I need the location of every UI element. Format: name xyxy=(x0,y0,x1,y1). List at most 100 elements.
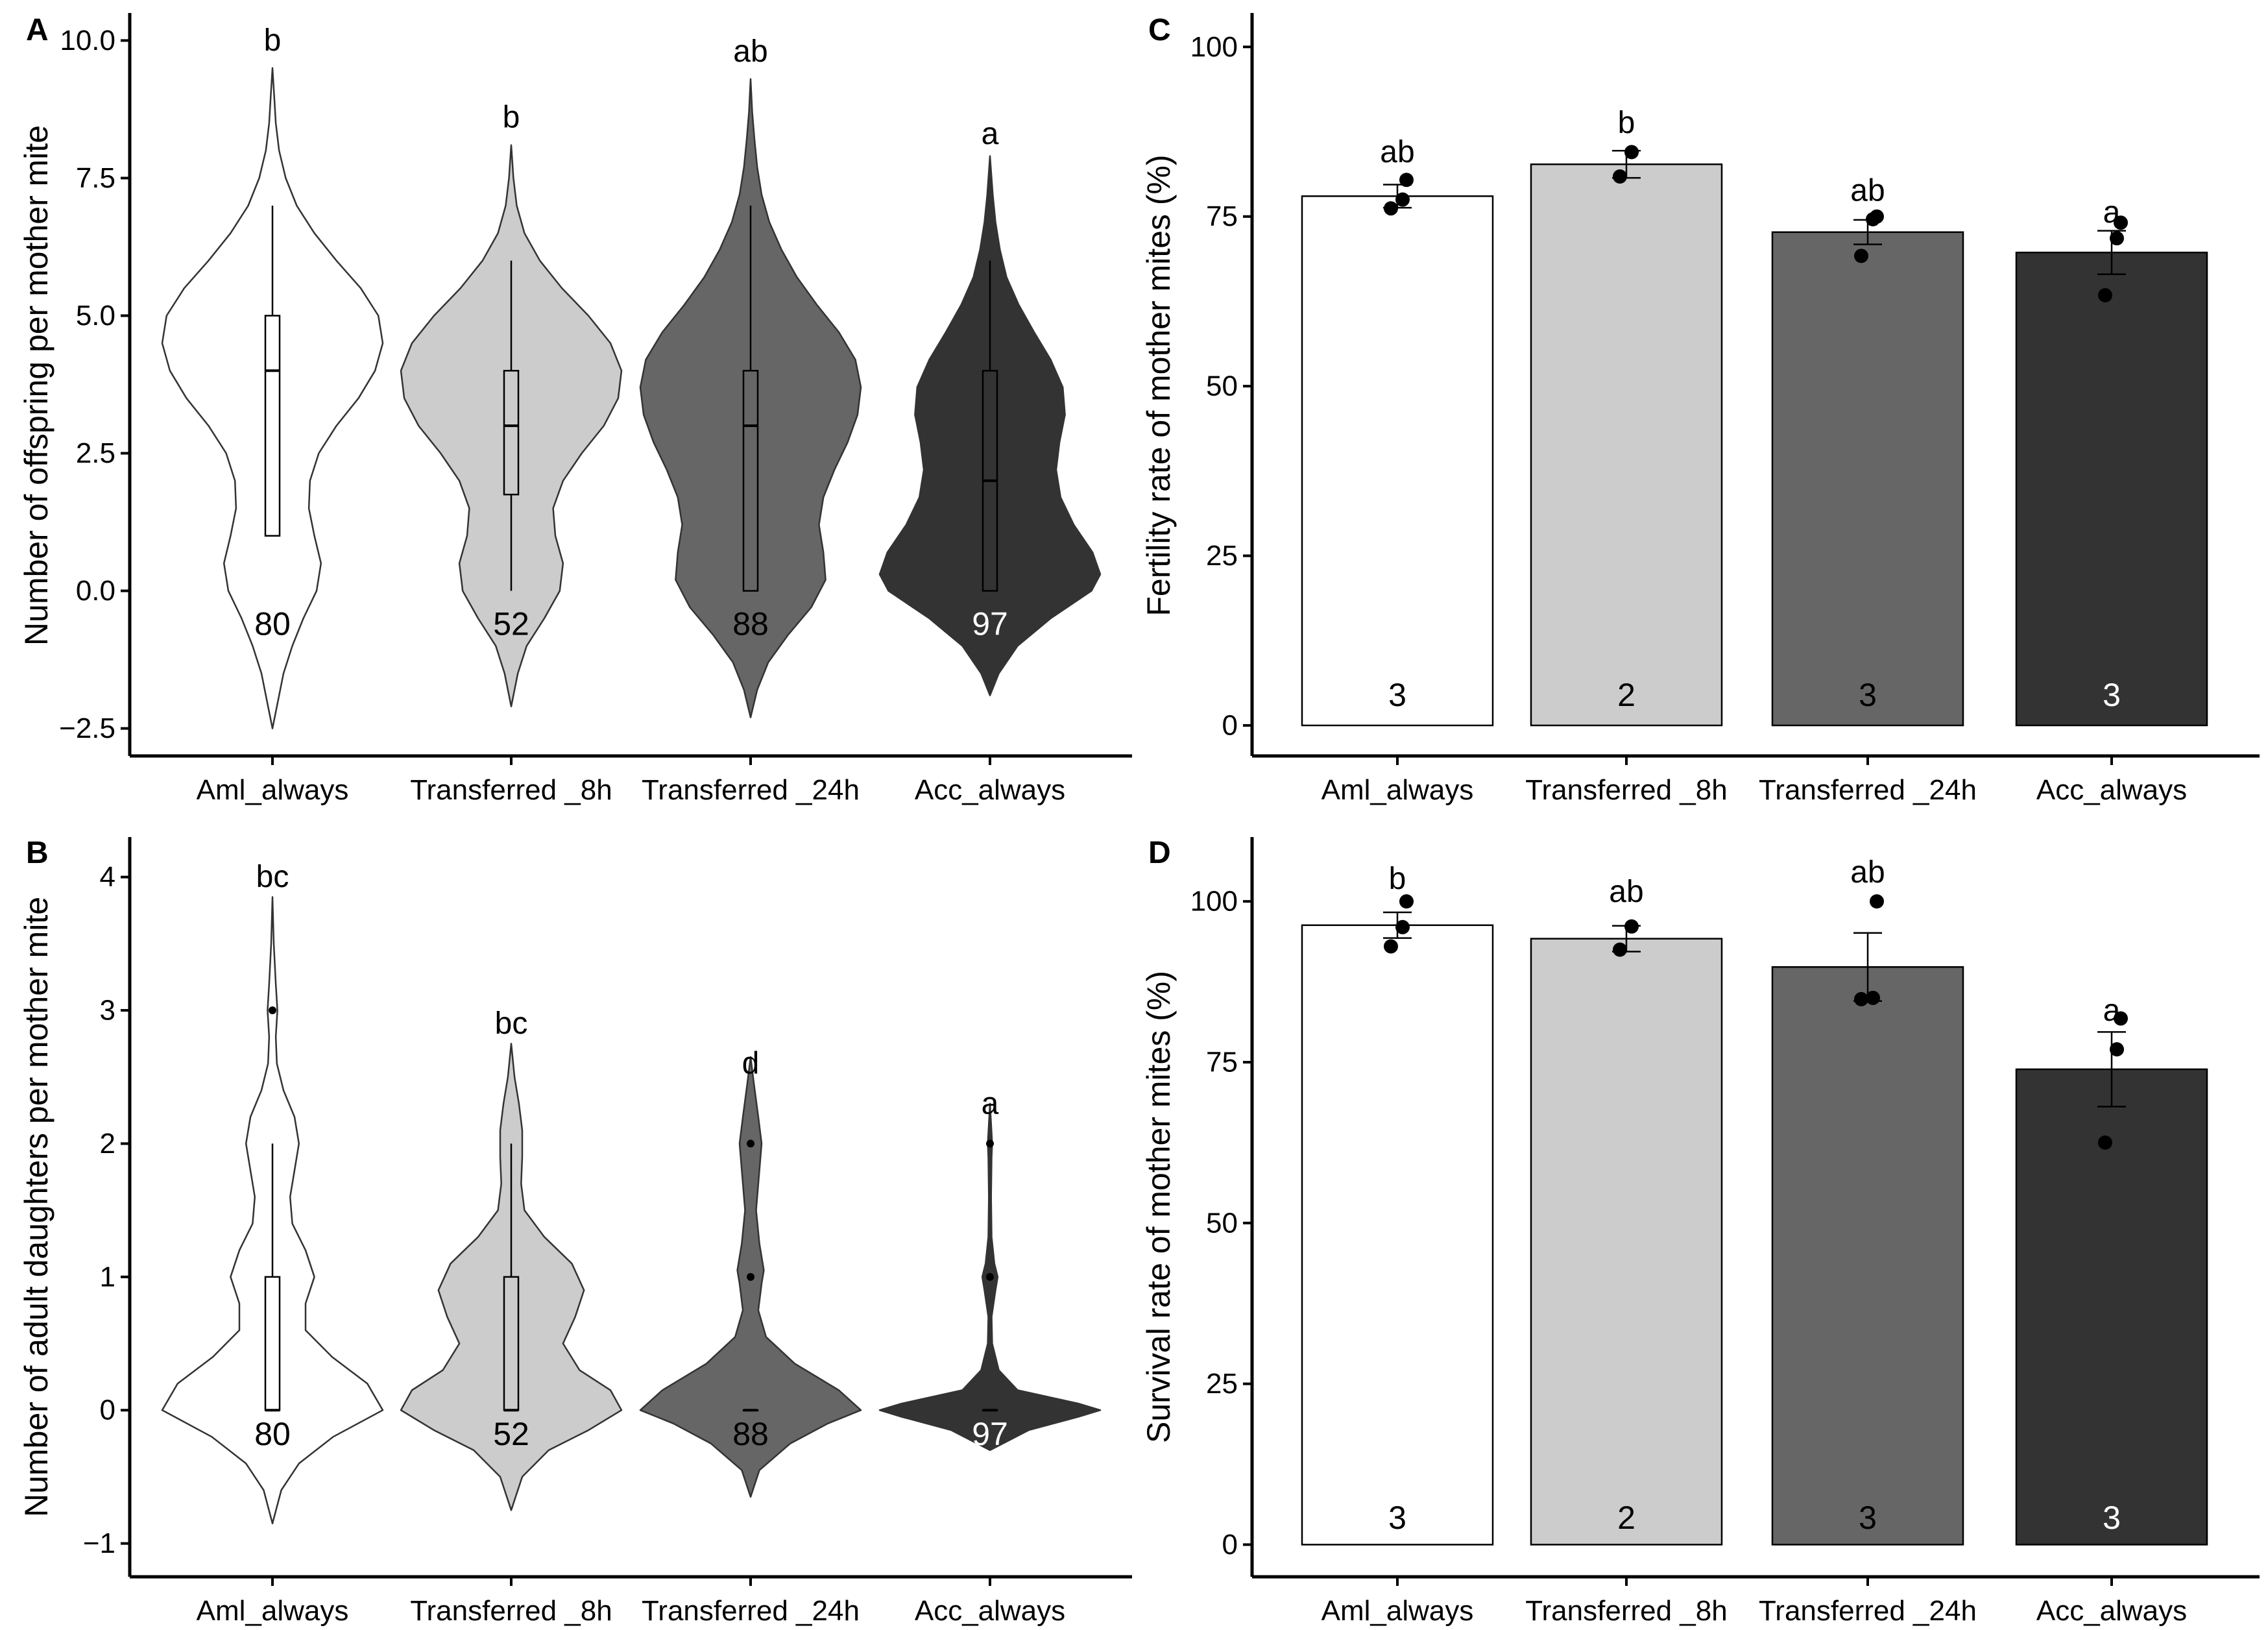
x-tick-label-a: Transferred _24h xyxy=(642,774,860,806)
n-label-b-4: 97 xyxy=(972,1416,1008,1452)
outlier-point-b xyxy=(269,1006,276,1015)
n-label-b-2: 52 xyxy=(493,1416,529,1452)
x-tick-label-b: Acc_always xyxy=(915,1595,1065,1627)
y-tick-label-b: 4 xyxy=(100,861,115,893)
panel-a: Number of offspring per mother mite −2.5 0… xyxy=(18,13,1132,806)
n-label-c-4: 3 xyxy=(2103,677,2121,713)
panel-letter-c: C xyxy=(1148,13,1171,47)
y-axis-title-b: Number of adult daughters per mother mit… xyxy=(18,897,54,1517)
bar-d-1 xyxy=(1301,924,1494,1546)
bar-c-4 xyxy=(2015,251,2208,727)
n-label-b-3: 88 xyxy=(732,1416,769,1452)
panel-letter-b: B xyxy=(26,836,49,870)
bar-d-4 xyxy=(2015,1068,2208,1546)
box-a-1 xyxy=(264,315,281,537)
x-tick-label-b: Transferred _24h xyxy=(642,1595,860,1627)
x-tick-label-c: Transferred _8h xyxy=(1525,774,1727,806)
y-tick-label-d: 25 xyxy=(1206,1368,1238,1400)
x-tick-label-d: Transferred _24h xyxy=(1759,1595,1977,1627)
y-tick-label-c: 0 xyxy=(1222,709,1238,741)
x-tick-label-d: Transferred _8h xyxy=(1525,1595,1727,1627)
y-tick-label-c: 75 xyxy=(1206,201,1238,232)
n-label-a-1: 80 xyxy=(254,605,291,642)
n-label-d-1: 3 xyxy=(1388,1500,1406,1536)
box-b-2 xyxy=(503,1276,520,1411)
n-label-c-1: 3 xyxy=(1388,677,1406,713)
data-point-c xyxy=(1870,209,1884,224)
sig-letter-d-4: a xyxy=(2103,993,2121,1028)
n-label-b-1: 80 xyxy=(254,1416,291,1452)
x-tick-label-b: Aml_always xyxy=(197,1595,349,1627)
panel-letter-d: D xyxy=(1148,836,1171,870)
y-tick-label-b: 1 xyxy=(100,1261,115,1293)
y-axis-title-a: Number of offspring per mother mite xyxy=(18,125,54,646)
y-tick-label-a: 7.5 xyxy=(76,162,115,194)
y-tick-label-b: 2 xyxy=(100,1128,115,1160)
data-point-c xyxy=(1854,249,1868,263)
sig-letter-a-3: ab xyxy=(733,34,767,69)
x-tick-label-b: Transferred _8h xyxy=(410,1595,612,1627)
x-tick-label-a: Acc_always xyxy=(915,774,1065,806)
data-point-d xyxy=(1866,990,1880,1005)
x-tick-label-d: Acc_always xyxy=(2036,1595,2187,1627)
chart-root: Number of offspring per mother mite −2.5 0… xyxy=(18,13,2260,1627)
data-point-c xyxy=(1395,192,1410,207)
n-label-a-3: 88 xyxy=(732,605,769,642)
data-point-c xyxy=(1624,145,1639,160)
n-label-a-4: 97 xyxy=(972,605,1008,642)
y-tick-label-d: 100 xyxy=(1190,886,1238,918)
panel-b: Number of adult daughters per mother mit… xyxy=(18,837,1132,1627)
data-point-d xyxy=(2098,1135,2112,1150)
outlier-point-b xyxy=(986,1272,994,1281)
y-tick-label-b: −1 xyxy=(83,1527,115,1559)
y-tick-label-b: 0 xyxy=(100,1394,115,1426)
y-axis-title-d: Survival rate of mother mites (%) xyxy=(1140,971,1177,1443)
y-tick-label-a: 5.0 xyxy=(76,300,115,332)
panel-c: Fertility rate of mother mites (%) 0 25 50 7… xyxy=(1140,13,2260,806)
box-b-1 xyxy=(264,1276,281,1411)
data-point-c xyxy=(2110,231,2124,246)
bar-c-3 xyxy=(1771,231,1964,727)
sig-letter-b-2: bc xyxy=(495,1006,528,1041)
y-tick-label-d: 75 xyxy=(1206,1046,1238,1078)
data-point-c xyxy=(2114,215,2128,230)
y-tick-label-d: 0 xyxy=(1222,1529,1238,1561)
y-tick-label-a: −2.5 xyxy=(59,712,115,744)
sig-letter-d-1: b xyxy=(1389,862,1406,896)
y-tick-label-a: 2.5 xyxy=(76,437,115,469)
bar-c-2 xyxy=(1530,163,1723,727)
sig-letter-c-2: b xyxy=(1618,106,1635,140)
outlier-point-b xyxy=(747,1272,754,1281)
x-tick-label-d: Aml_always xyxy=(1321,1595,1474,1627)
data-point-d xyxy=(1399,894,1414,909)
data-point-d xyxy=(1624,919,1639,934)
sig-letter-a-1: b xyxy=(264,23,282,58)
x-tick-label-c: Acc_always xyxy=(2036,774,2187,806)
data-point-c xyxy=(2098,287,2112,302)
sig-letter-c-4: a xyxy=(2103,195,2121,230)
n-label-a-2: 52 xyxy=(493,605,529,642)
outlier-point-b xyxy=(986,1139,994,1148)
sig-letter-b-1: bc xyxy=(256,860,289,894)
bar-c-1 xyxy=(1301,195,1494,727)
y-tick-label-b: 3 xyxy=(100,995,115,1027)
y-tick-label-c: 25 xyxy=(1206,540,1238,572)
sig-letter-c-3: ab xyxy=(1850,173,1885,208)
x-tick-label-a: Transferred _8h xyxy=(410,774,612,806)
panel-letter-a: A xyxy=(26,13,49,47)
n-label-d-2: 2 xyxy=(1617,1500,1635,1536)
data-point-d xyxy=(2110,1042,2124,1057)
panel-d: Survival rate of mother mites (%) 0 25 50 75… xyxy=(1140,837,2260,1627)
data-point-c xyxy=(1613,169,1627,184)
n-label-c-2: 2 xyxy=(1617,677,1635,713)
data-point-d xyxy=(1870,894,1884,909)
x-tick-label-c: Transferred _24h xyxy=(1759,774,1977,806)
data-point-c xyxy=(1399,173,1414,188)
box-a-3 xyxy=(742,370,759,592)
data-point-d xyxy=(2114,1011,2128,1026)
data-point-d xyxy=(1854,991,1868,1006)
data-point-d xyxy=(1384,939,1398,954)
y-tick-label-a: 10.0 xyxy=(60,25,115,56)
sig-letter-b-3: d xyxy=(742,1047,760,1081)
n-label-c-3: 3 xyxy=(1859,677,1877,713)
